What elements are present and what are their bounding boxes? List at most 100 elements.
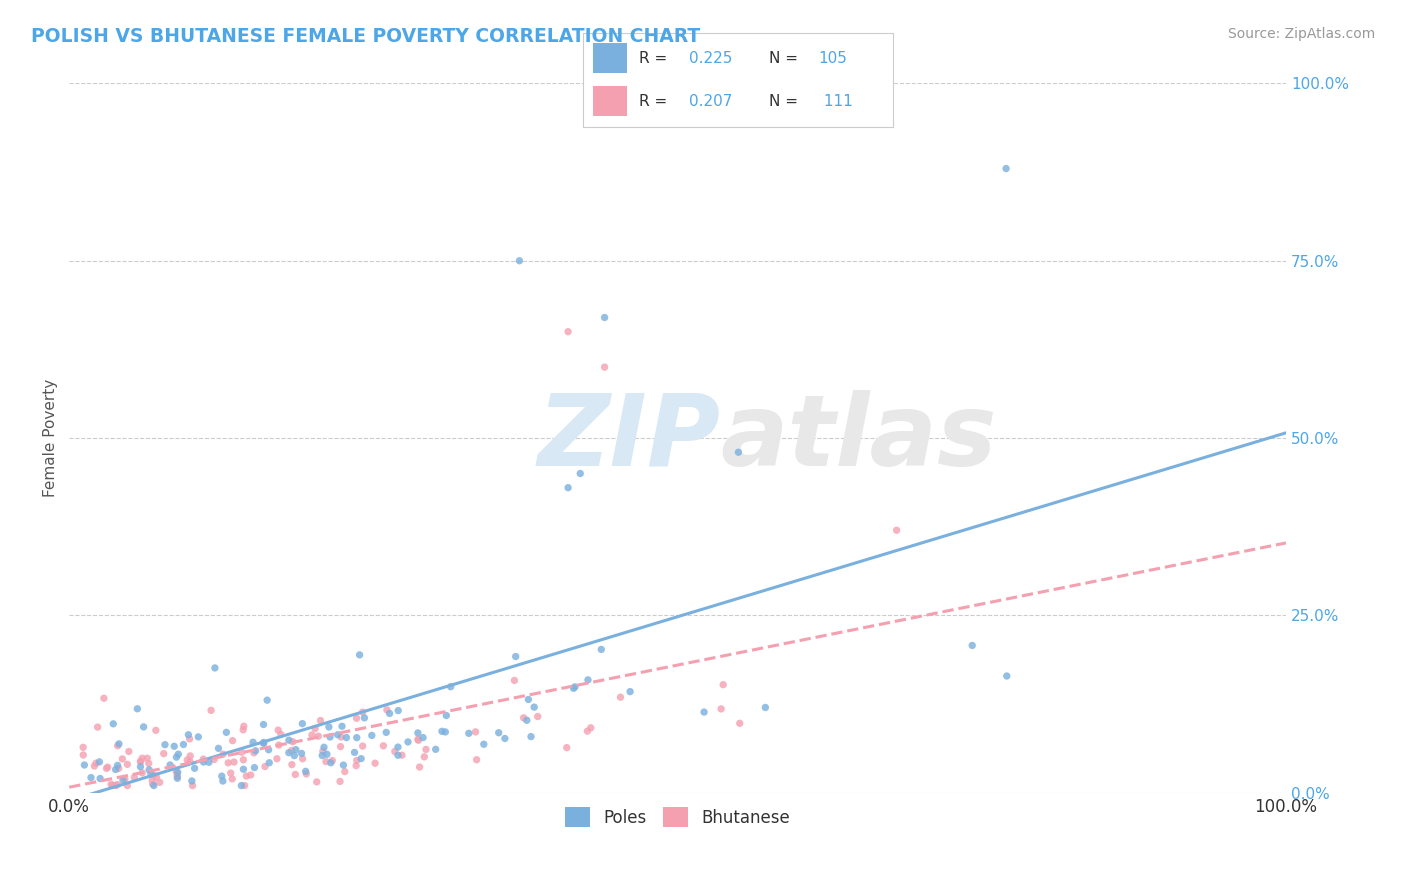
Point	[172, 738, 194, 752]
Point	[131, 751, 153, 765]
Point	[107, 739, 129, 753]
Point	[330, 719, 353, 733]
Point	[256, 693, 278, 707]
Point	[304, 722, 326, 736]
Point	[330, 730, 353, 744]
Point	[202, 752, 225, 766]
Point	[142, 768, 165, 782]
Point	[117, 757, 139, 772]
Point	[80, 771, 103, 785]
Point	[520, 730, 543, 744]
Point	[252, 717, 274, 731]
Point	[163, 739, 186, 754]
Point	[103, 716, 125, 731]
Point	[72, 740, 94, 755]
Point	[464, 724, 486, 739]
Point	[89, 755, 111, 769]
Point	[591, 642, 613, 657]
Point	[93, 691, 115, 706]
Y-axis label: Female Poverty: Female Poverty	[44, 379, 58, 497]
Point	[97, 760, 120, 774]
Point	[166, 765, 188, 780]
Point	[408, 760, 430, 774]
Point	[295, 767, 318, 781]
Point	[526, 709, 548, 723]
Point	[995, 669, 1018, 683]
Point	[995, 161, 1018, 176]
Point	[104, 779, 127, 793]
Point	[187, 730, 209, 744]
Point	[579, 721, 602, 735]
Point	[316, 747, 339, 762]
Text: 0.207: 0.207	[689, 94, 733, 109]
Text: N =: N =	[769, 51, 803, 66]
Point	[139, 767, 162, 781]
Point	[118, 744, 141, 758]
Point	[329, 774, 352, 789]
Point	[488, 725, 510, 739]
Point	[280, 743, 302, 757]
Point	[245, 744, 267, 758]
Point	[343, 746, 366, 760]
Point	[142, 777, 165, 791]
Point	[107, 761, 129, 775]
Point	[283, 748, 305, 763]
Text: R =: R =	[640, 51, 672, 66]
Point	[104, 763, 127, 777]
Point	[136, 751, 159, 765]
Point	[353, 711, 375, 725]
Point	[207, 741, 229, 756]
Point	[132, 720, 155, 734]
Point	[235, 769, 257, 783]
Point	[391, 748, 413, 763]
Point	[166, 771, 188, 785]
Point	[100, 777, 122, 791]
Point	[179, 755, 201, 769]
Point	[346, 711, 368, 725]
Point	[107, 758, 129, 772]
Point	[360, 728, 382, 742]
Point	[319, 730, 342, 744]
Point	[111, 752, 134, 766]
Point	[387, 748, 409, 763]
Point	[523, 700, 546, 714]
Point	[138, 763, 160, 777]
Point	[319, 756, 342, 770]
Point	[305, 775, 328, 789]
Point	[387, 704, 409, 718]
Point	[243, 746, 266, 760]
Point	[557, 325, 579, 339]
Point	[267, 738, 290, 752]
Point	[593, 310, 616, 325]
Point	[406, 726, 429, 740]
Point	[609, 690, 631, 705]
Point	[408, 733, 430, 747]
Point	[138, 756, 160, 771]
Point	[124, 770, 146, 784]
Point	[89, 772, 111, 786]
Point	[232, 723, 254, 737]
Point	[412, 731, 434, 745]
Point	[516, 713, 538, 727]
Point	[211, 769, 233, 783]
Point	[378, 706, 401, 721]
Point	[86, 720, 108, 734]
Point	[693, 705, 716, 719]
Point	[425, 742, 447, 756]
Point	[177, 728, 200, 742]
Point	[84, 756, 107, 771]
Point	[352, 705, 374, 719]
Bar	[593, 87, 627, 116]
Point	[434, 725, 457, 739]
Point	[96, 761, 118, 775]
Point	[346, 731, 368, 745]
Point	[290, 747, 312, 761]
Point	[277, 733, 299, 747]
Point	[508, 253, 530, 268]
Point	[494, 731, 516, 746]
Point	[105, 778, 128, 792]
Point	[232, 753, 254, 767]
Point	[231, 779, 253, 793]
Legend: Poles, Bhutanese: Poles, Bhutanese	[558, 800, 797, 834]
Point	[259, 756, 281, 770]
